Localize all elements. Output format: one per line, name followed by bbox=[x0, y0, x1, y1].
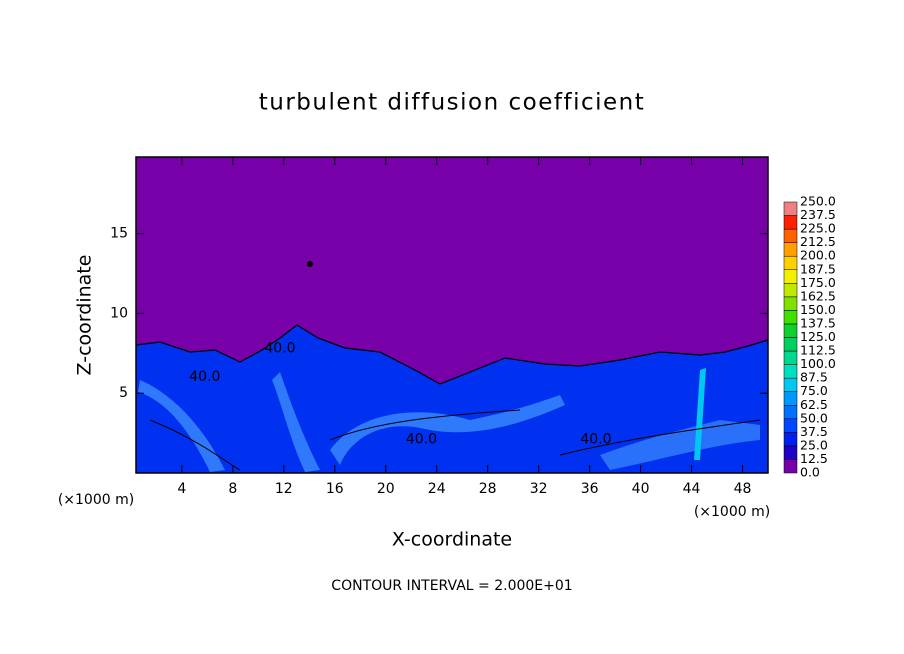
chart-title: turbulent diffusion coefficient bbox=[259, 90, 646, 116]
streak bbox=[600, 420, 760, 470]
streak bbox=[330, 395, 565, 465]
colorbar-label: 62.5 bbox=[800, 397, 828, 412]
colorbar-label: 125.0 bbox=[800, 329, 836, 344]
streak bbox=[694, 368, 706, 460]
streak bbox=[272, 372, 320, 472]
y-axis-label: Z-coordinate bbox=[74, 255, 96, 376]
x-tick-label: 32 bbox=[530, 481, 548, 497]
colorbar-segment bbox=[783, 391, 798, 406]
x-axis-label: X-coordinate bbox=[392, 529, 512, 551]
colorbar-segment bbox=[783, 228, 798, 243]
colorbar-segment bbox=[783, 445, 798, 460]
colorbar-label: 150.0 bbox=[800, 302, 836, 317]
colorbar-label: 37.5 bbox=[800, 424, 828, 439]
colorbar-segment bbox=[783, 337, 798, 352]
x-tick-label: 24 bbox=[428, 481, 446, 497]
colorbar-label: 187.5 bbox=[800, 261, 836, 276]
colorbar-segment bbox=[783, 323, 798, 338]
x-tick-label: 20 bbox=[377, 481, 395, 497]
x-tick-label: 44 bbox=[683, 481, 701, 497]
colorbar-segment bbox=[783, 364, 798, 379]
colorbar-segment bbox=[783, 201, 798, 216]
colorbar-segment bbox=[783, 350, 798, 365]
contour-line bbox=[149, 409, 761, 471]
plot-frame bbox=[135, 156, 769, 474]
colorbar-segment bbox=[783, 242, 798, 257]
x-tick-label: 40 bbox=[632, 481, 650, 497]
contour-label: 40.0 bbox=[189, 369, 220, 385]
x-tick-label: 36 bbox=[581, 481, 599, 497]
colorbar-segment bbox=[783, 432, 798, 447]
colorbar-label: 87.5 bbox=[800, 370, 828, 385]
x-unit: (×1000 m) bbox=[694, 504, 770, 520]
colorbar-label: 162.5 bbox=[800, 288, 836, 303]
colorbar-segment bbox=[783, 283, 798, 298]
x-tick-label: 4 bbox=[177, 481, 186, 497]
colorbar-segment bbox=[783, 459, 798, 474]
colorbar-segment bbox=[783, 377, 798, 392]
colorbar-segment bbox=[783, 296, 798, 311]
x-tick-label: 48 bbox=[734, 481, 752, 497]
colorbar-segment bbox=[783, 405, 798, 420]
colorbar-label: 212.5 bbox=[800, 234, 836, 249]
colorbar-label: 100.0 bbox=[800, 356, 836, 371]
colorbar-label: 75.0 bbox=[800, 383, 828, 398]
colorbar-label: 0.0 bbox=[800, 465, 820, 480]
colorbar-label: 50.0 bbox=[800, 410, 828, 425]
colorbar-segment bbox=[783, 269, 798, 284]
colorbar-segment bbox=[783, 255, 798, 271]
x-unit: (×1000 m) bbox=[58, 492, 134, 508]
x-tick-label: 16 bbox=[326, 481, 344, 497]
x-tick-label: 8 bbox=[228, 481, 237, 497]
contour-label: 40.0 bbox=[264, 341, 295, 357]
colorbar-label: 112.5 bbox=[800, 343, 836, 358]
field bbox=[135, 157, 769, 473]
contour-interval: CONTOUR INTERVAL = 2.000E+01 bbox=[331, 578, 572, 594]
colorbar-label: 237.5 bbox=[800, 207, 836, 222]
colorbar-segment bbox=[783, 215, 798, 230]
contour-label: 40.0 bbox=[580, 431, 611, 447]
contour-label: 40.0 bbox=[406, 431, 437, 447]
streak bbox=[138, 380, 225, 472]
colorbar-label: 200.0 bbox=[800, 248, 836, 263]
x-tick-label: 28 bbox=[479, 481, 497, 497]
y-tick-label: 5 bbox=[119, 385, 128, 401]
colorbar-label: 225.0 bbox=[800, 221, 836, 236]
colorbar-label: 137.5 bbox=[800, 315, 836, 330]
colorbar-label: 250.0 bbox=[800, 194, 836, 209]
colorbar-label: 175.0 bbox=[800, 275, 836, 290]
contour-spot bbox=[307, 261, 313, 267]
x-tick-label: 12 bbox=[275, 481, 293, 497]
colorbar-label: 25.0 bbox=[800, 437, 828, 452]
y-tick-label: 10 bbox=[110, 305, 128, 321]
y-tick-label: 15 bbox=[110, 226, 128, 242]
contour-line bbox=[135, 324, 769, 385]
colorbar-segment bbox=[783, 310, 798, 325]
colorbar-label: 12.5 bbox=[800, 451, 828, 466]
colorbar-segment bbox=[783, 418, 798, 433]
